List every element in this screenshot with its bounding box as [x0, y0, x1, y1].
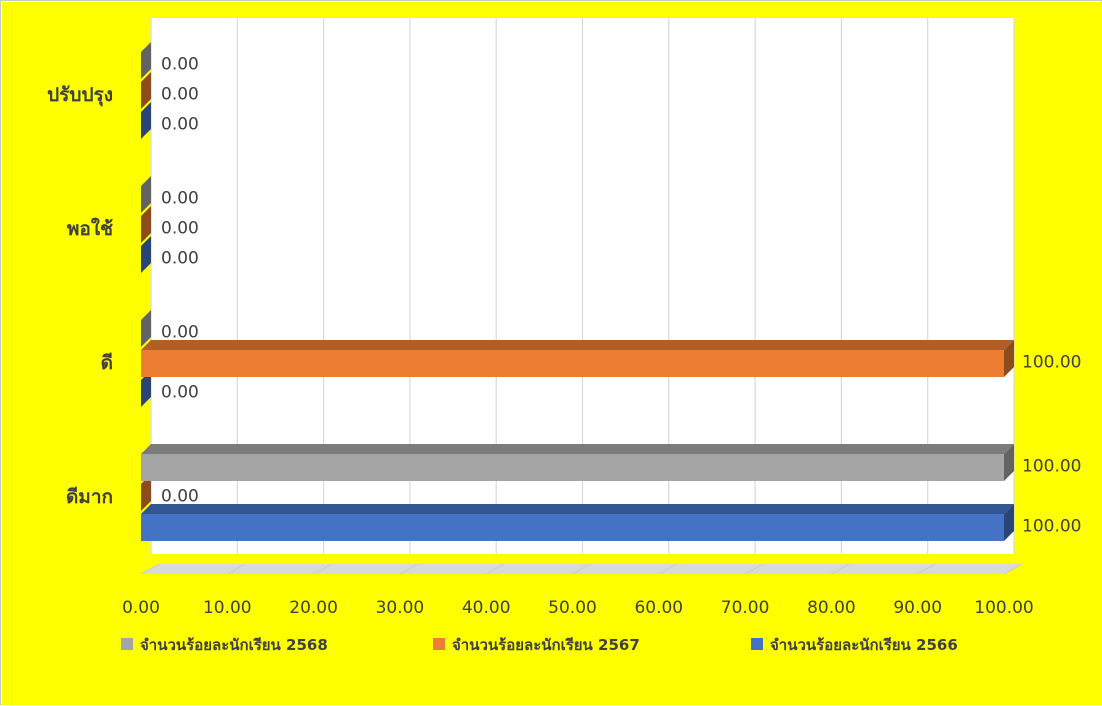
category-label: ดี — [101, 352, 113, 374]
bar-side-face — [141, 310, 151, 347]
floor-gridline — [658, 563, 678, 575]
bar-top-face — [141, 504, 1014, 514]
floor-gridline — [399, 563, 419, 575]
bar — [141, 72, 151, 109]
x-tick-label: 10.00 — [203, 598, 252, 618]
floor-gridline — [744, 563, 764, 575]
x-tick-label: 80.00 — [807, 598, 856, 618]
category-label: ดีมาก — [66, 486, 113, 508]
bar-side-face — [141, 102, 151, 139]
bar — [141, 42, 151, 79]
legend-label: จำนวนร้อยละนักเรียน 2567 — [452, 636, 640, 654]
floor-gridline — [313, 563, 332, 575]
legend-swatch — [751, 638, 763, 650]
category-label: ปรับปรุง — [47, 84, 113, 107]
bar-side-face — [141, 236, 151, 273]
legend-swatch — [121, 638, 133, 650]
floor-gridline — [917, 563, 936, 575]
x-tick-label: 90.00 — [893, 598, 942, 618]
bar — [141, 370, 151, 407]
bar-top-face — [141, 444, 1014, 454]
bar — [141, 102, 151, 139]
floor-gridline — [1003, 563, 1023, 575]
bar — [141, 236, 151, 273]
data-label: 0.00 — [161, 323, 199, 343]
bar — [141, 444, 1014, 481]
bar — [141, 504, 1014, 541]
bar-side-face — [1004, 504, 1014, 541]
data-label: 0.00 — [161, 249, 199, 269]
data-label: 0.00 — [161, 219, 199, 239]
floor-gridline — [140, 563, 160, 575]
x-tick-label: 20.00 — [289, 598, 338, 618]
bar-side-face — [141, 474, 151, 511]
bar — [141, 340, 1014, 377]
bar — [141, 474, 151, 511]
bar-front-face — [141, 514, 1004, 541]
data-label: 0.00 — [161, 85, 199, 105]
bar-side-face — [141, 206, 151, 243]
bar — [141, 176, 151, 213]
legend-entry: จำนวนร้อยละนักเรียน 2568 — [121, 636, 328, 654]
legend-entry: จำนวนร้อยละนักเรียน 2567 — [433, 636, 640, 654]
bar-side-face — [141, 42, 151, 79]
data-label: 0.00 — [161, 115, 199, 135]
x-tick-label: 30.00 — [376, 598, 425, 618]
legend-swatch — [433, 638, 445, 650]
floor-gridline — [485, 563, 505, 575]
data-label: 0.00 — [161, 383, 199, 403]
bar — [141, 206, 151, 243]
x-tick-label: 0.00 — [122, 598, 160, 618]
bar — [141, 310, 151, 347]
bar-front-face — [141, 454, 1004, 481]
bar-side-face — [141, 176, 151, 213]
x-tick-label: 70.00 — [721, 598, 770, 618]
floor-gridline — [227, 563, 246, 575]
bar-side-face — [1004, 444, 1014, 481]
legend-label: จำนวนร้อยละนักเรียน 2568 — [140, 636, 328, 654]
category-label: พอใช้ — [67, 217, 113, 240]
data-label: 100.00 — [1022, 353, 1081, 373]
bar-side-face — [141, 72, 151, 109]
data-label: 0.00 — [161, 55, 199, 75]
x-tick-label: 50.00 — [548, 598, 597, 618]
x-tick-label: 100.00 — [974, 598, 1033, 618]
data-label: 0.00 — [161, 487, 199, 507]
bar-side-face — [141, 370, 151, 407]
legend-entry: จำนวนร้อยละนักเรียน 2566 — [751, 636, 958, 654]
legend-label: จำนวนร้อยละนักเรียน 2566 — [770, 636, 958, 654]
floor-gridline — [572, 563, 591, 575]
data-label: 0.00 — [161, 189, 199, 209]
bar-front-face — [141, 350, 1004, 377]
floor-gridline — [831, 563, 850, 575]
data-label: 100.00 — [1022, 517, 1081, 537]
bar-top-face — [141, 340, 1014, 350]
bar-side-face — [1004, 340, 1014, 377]
x-tick-label: 60.00 — [634, 598, 683, 618]
x-tick-label: 40.00 — [462, 598, 511, 618]
data-label: 100.00 — [1022, 457, 1081, 477]
